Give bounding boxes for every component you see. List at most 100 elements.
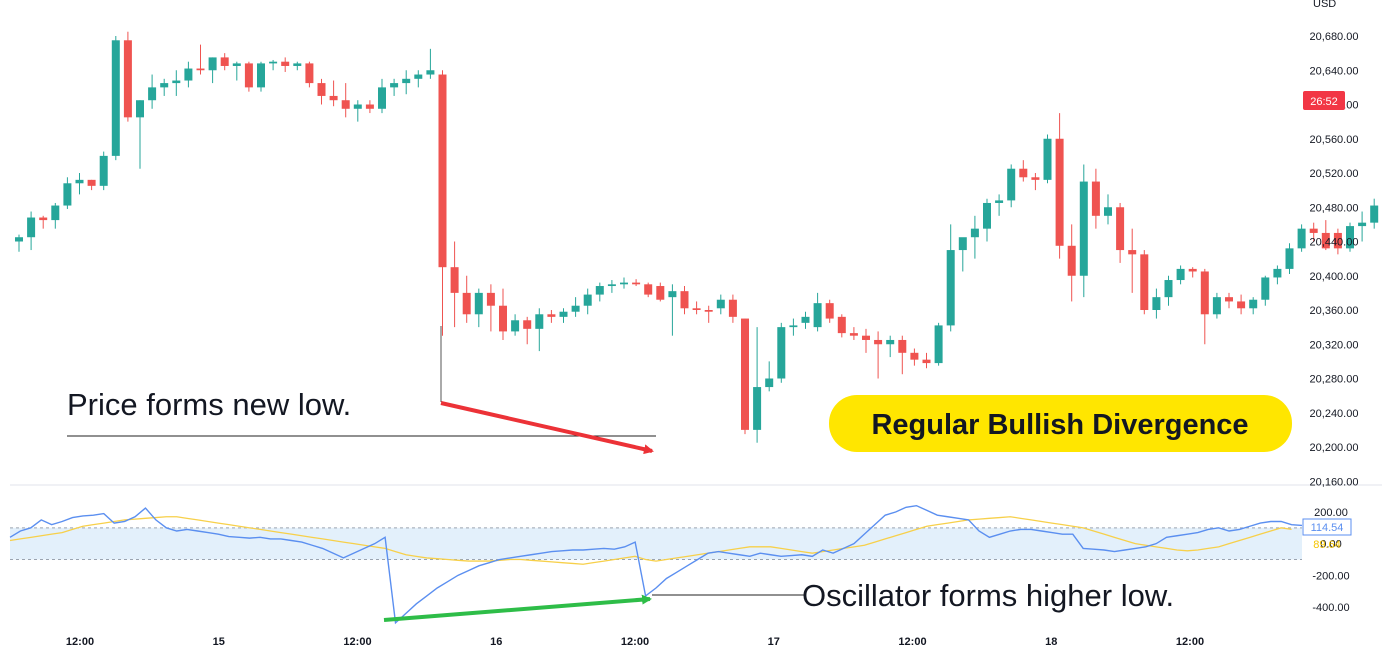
signal-last-value: 89.64 <box>1313 539 1341 551</box>
candle <box>571 297 580 317</box>
candle-body <box>1031 177 1040 180</box>
candle <box>378 78 386 114</box>
candle-body <box>474 292 483 315</box>
candle <box>450 241 459 328</box>
candle-body <box>378 87 386 109</box>
candle <box>922 352 931 369</box>
candle-body <box>27 217 36 238</box>
time-tick-label: 15 <box>213 636 225 648</box>
candle <box>958 237 967 272</box>
time-tick-label: 16 <box>490 636 502 648</box>
candle <box>317 78 326 105</box>
candle <box>75 173 84 195</box>
candle-body <box>426 70 435 75</box>
candle-body <box>595 286 604 295</box>
candle <box>1031 173 1040 191</box>
candle <box>1055 113 1064 259</box>
divergence-badge-text: Regular Bullish Divergence <box>871 409 1248 441</box>
candle <box>1200 268 1209 345</box>
candle-body <box>353 104 362 109</box>
candle <box>474 288 483 328</box>
candle-body <box>583 294 592 306</box>
candle-body <box>281 61 290 66</box>
candle <box>656 282 665 302</box>
candle <box>728 294 737 323</box>
candle-body <box>1346 226 1354 249</box>
candle <box>801 311 810 329</box>
candle <box>559 308 568 323</box>
candle <box>1176 265 1185 285</box>
candle-body <box>813 303 822 328</box>
candle <box>353 100 362 122</box>
candle-body <box>317 83 326 96</box>
candle-body <box>196 68 205 71</box>
candle-body <box>1055 138 1064 246</box>
candle-body <box>329 95 338 101</box>
countdown-badge-bg <box>1303 91 1345 110</box>
candle <box>1370 198 1379 229</box>
candle-body <box>995 200 1004 203</box>
candle <box>244 61 253 92</box>
candle-body <box>390 83 399 88</box>
candle-body <box>571 305 580 312</box>
candle-body <box>886 339 895 345</box>
candle-body <box>656 286 665 300</box>
candle-body <box>486 292 495 306</box>
candle <box>1225 292 1233 309</box>
candle-body <box>244 63 253 88</box>
candle-body <box>1249 299 1258 309</box>
candle-body <box>75 179 84 184</box>
candle <box>825 299 834 323</box>
candle-body <box>15 237 23 242</box>
candle-body <box>1225 297 1233 302</box>
candle-body <box>232 63 241 66</box>
candle <box>1067 224 1076 302</box>
candle-body <box>123 40 132 118</box>
candle <box>583 288 592 315</box>
candle <box>1261 275 1270 306</box>
candle-body <box>1297 228 1306 249</box>
price-divergence-arrow <box>440 401 654 455</box>
candle <box>547 310 556 323</box>
candle <box>692 301 701 315</box>
candle <box>1043 134 1052 184</box>
oscillator-tick-label: 0.00 <box>1320 539 1341 551</box>
candle-body <box>862 335 870 340</box>
candle <box>390 78 399 96</box>
candle-body <box>1273 268 1282 278</box>
candle <box>595 282 604 302</box>
price-tick-label: 20,240.00 <box>1310 408 1359 420</box>
time-tick-label: 12:00 <box>621 636 649 648</box>
candle-body <box>1079 181 1088 276</box>
candle <box>220 53 229 71</box>
price-pane <box>15 31 1379 443</box>
candle <box>1333 228 1342 255</box>
candle <box>111 36 120 161</box>
candle <box>1237 294 1246 315</box>
candle <box>716 294 725 315</box>
candle-body <box>1261 277 1270 300</box>
price-tick-label: 20,160.00 <box>1310 476 1359 488</box>
price-tick-label: 20,440.00 <box>1310 237 1359 249</box>
candle-body <box>837 316 846 334</box>
price-tick-label: 20,640.00 <box>1310 65 1359 77</box>
candle-body <box>51 205 60 221</box>
candle <box>1128 228 1137 293</box>
candle <box>777 322 786 383</box>
candle <box>1309 222 1318 242</box>
candle <box>1273 265 1282 285</box>
candle-body <box>1212 297 1221 315</box>
time-tick-label: 18 <box>1045 636 1057 648</box>
candle-body <box>1104 207 1112 216</box>
signal-last-value-badge: 89.64 <box>1313 539 1341 551</box>
candle <box>668 284 677 336</box>
candle <box>511 314 520 336</box>
candle <box>1091 168 1100 229</box>
oscillator-divergence-arrow <box>383 594 652 622</box>
candle <box>172 70 181 96</box>
signal-line <box>9 516 1292 565</box>
candle <box>426 48 435 79</box>
candle-body <box>402 78 411 84</box>
candle-body <box>160 83 169 88</box>
candle-body <box>753 387 762 430</box>
